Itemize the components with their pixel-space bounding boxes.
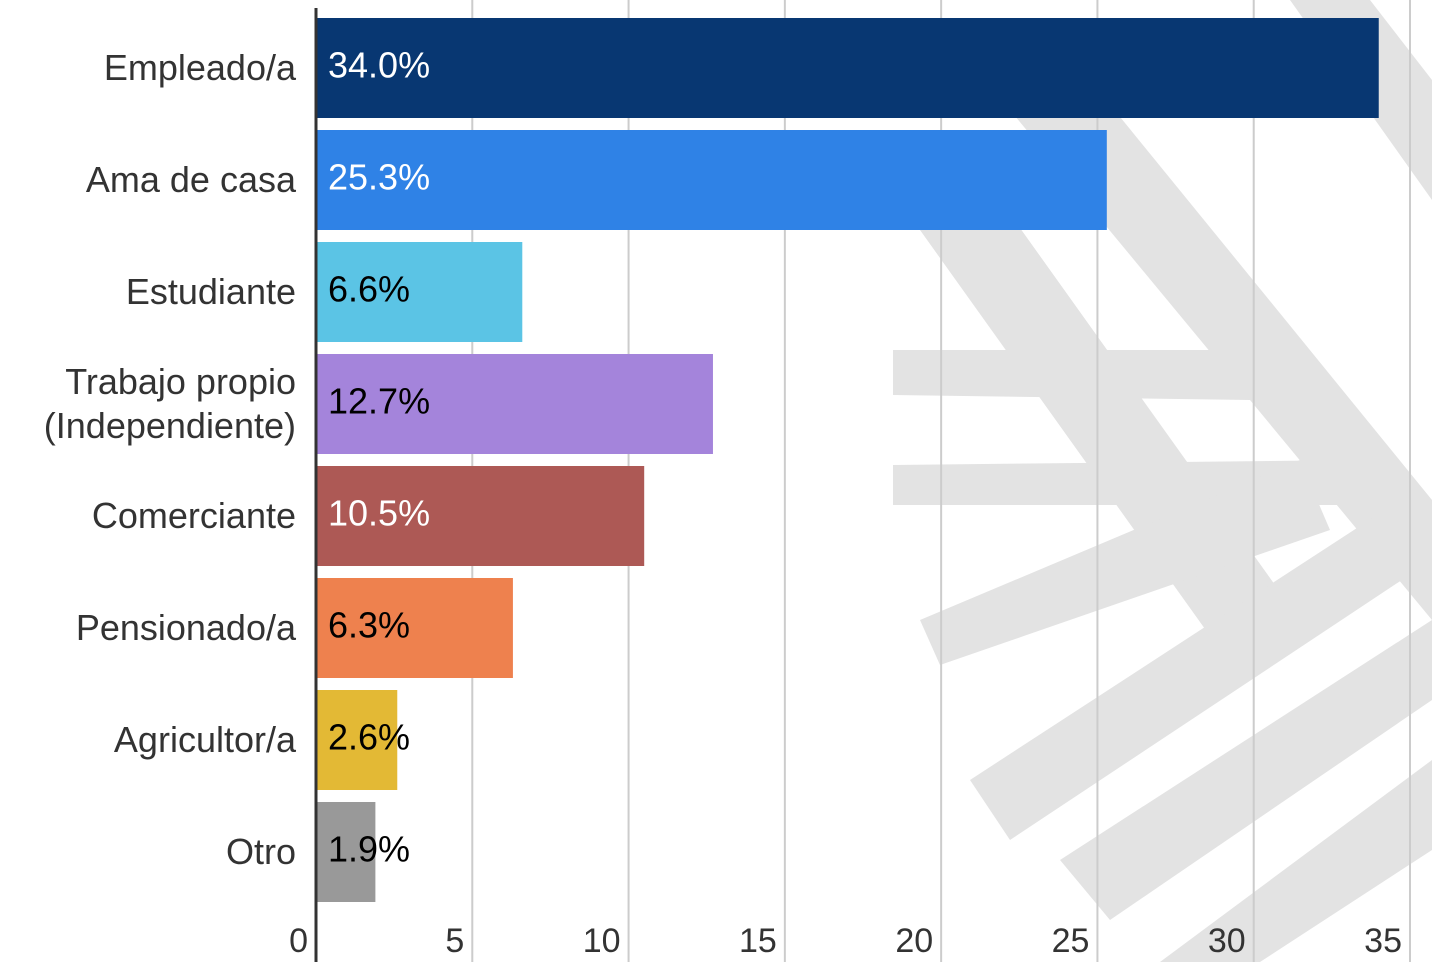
value-label: 2.6%	[328, 717, 410, 758]
y-tick-label: Pensionado/a	[0, 606, 296, 650]
x-tick-label: 35	[1364, 922, 1402, 960]
watermark-stroke	[893, 350, 1250, 400]
value-label: 25.3%	[328, 157, 430, 198]
x-tick-label: 25	[1052, 922, 1090, 960]
x-tick-label: 15	[739, 922, 777, 960]
bar	[316, 130, 1107, 230]
x-tick-label: 0	[289, 922, 308, 960]
value-label: 34.0%	[328, 45, 430, 86]
y-tick-label: Estudiante	[0, 270, 296, 314]
x-tick-label: 20	[895, 922, 933, 960]
bar	[316, 18, 1379, 118]
chart: 0 5 10 15 20 25 30 35 34.0% 25.3% 6.6% 12.7% 10.5% 6.…	[0, 0, 1432, 962]
y-tick-label: Empleado/a	[0, 46, 296, 90]
value-label: 1.9%	[328, 829, 410, 870]
x-tick-label: 5	[445, 922, 464, 960]
y-tick-label: Trabajo propio (Independiente)	[0, 360, 296, 448]
value-label: 6.3%	[328, 605, 410, 646]
y-tick-label: Agricultor/a	[0, 718, 296, 762]
value-label: 10.5%	[328, 493, 430, 534]
y-tick-label: Comerciante	[0, 494, 296, 538]
y-tick-label: Otro	[0, 830, 296, 874]
value-label: 6.6%	[328, 269, 410, 310]
y-tick-label: Ama de casa	[0, 158, 296, 202]
value-label: 12.7%	[328, 381, 430, 422]
x-tick-label: 10	[583, 922, 621, 960]
x-tick-label: 30	[1208, 922, 1246, 960]
page: {"chart_data": {"type": "bar", "orientat…	[0, 0, 1432, 962]
